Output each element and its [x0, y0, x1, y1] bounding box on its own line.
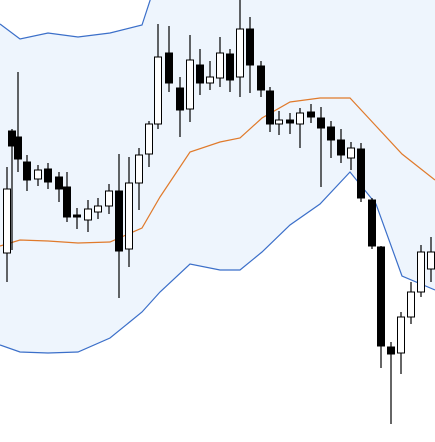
candle: [196, 49, 204, 95]
candle-body-down: [23, 161, 31, 181]
candle: [327, 121, 335, 158]
candle: [307, 104, 315, 123]
candle: [397, 312, 405, 374]
candle-body-down: [266, 90, 274, 125]
candle: [63, 172, 71, 222]
candle: [176, 77, 184, 137]
candle-body-up: [84, 208, 92, 221]
candle: [115, 154, 123, 298]
candle: [125, 157, 133, 267]
candle: [44, 163, 52, 189]
candle: [135, 148, 143, 210]
candle-body-down: [337, 139, 345, 156]
candle-body-up: [236, 28, 244, 78]
candle: [226, 49, 234, 92]
candle: [377, 246, 385, 368]
candle-body-up: [216, 52, 224, 79]
candle-body-down: [63, 186, 71, 218]
candle-body-up: [397, 316, 405, 354]
candle-body-up: [94, 205, 102, 213]
candle-body-up: [125, 182, 133, 250]
candle-body-up: [275, 119, 283, 125]
candle-body-down: [176, 87, 184, 111]
candle-body-down: [226, 53, 234, 81]
candle: [165, 26, 173, 92]
candle-body-down: [73, 214, 81, 218]
candle: [286, 113, 294, 134]
bollinger-band-fill: [0, 0, 435, 353]
candle: [73, 208, 81, 229]
candle-body-up: [427, 251, 435, 270]
candle-body-down: [387, 346, 395, 355]
candle-body-up: [154, 56, 162, 125]
bollinger-middle-line: [0, 97, 435, 247]
candle: [186, 35, 194, 122]
candle-body-up: [135, 154, 143, 184]
candle: [145, 121, 153, 167]
candle: [236, 0, 244, 97]
candle-body-up: [296, 112, 304, 125]
candle: [407, 282, 415, 324]
candle-body-down: [115, 190, 123, 252]
candle-body-up: [105, 190, 113, 207]
candle-body-down: [317, 117, 325, 129]
candle: [14, 72, 22, 172]
candle: [55, 172, 63, 202]
candle-body-up: [34, 169, 42, 180]
candle-body-down: [377, 246, 385, 347]
candle: [417, 245, 425, 297]
candle-body-down: [196, 64, 204, 84]
candle-body-down: [257, 65, 265, 91]
candle: [84, 200, 92, 232]
candle-body-down: [286, 119, 294, 124]
candle: [154, 24, 162, 129]
candle: [206, 61, 214, 90]
candle-body-down: [368, 199, 376, 247]
candle-body-up: [206, 76, 214, 84]
candle: [337, 129, 345, 163]
candle-body-down: [165, 52, 173, 84]
candle-body-down: [55, 176, 63, 190]
candle: [296, 108, 304, 148]
candle-body-down: [14, 136, 22, 160]
candles-layer: [3, 0, 435, 424]
candle-body-down: [307, 111, 315, 118]
candle: [387, 342, 395, 424]
bollinger-upper-line: [0, 0, 151, 40]
candle: [246, 17, 254, 93]
candle: [266, 87, 274, 132]
candle-body-up: [347, 147, 355, 159]
candle-body-up: [407, 291, 415, 318]
candle: [23, 155, 31, 191]
candle: [257, 61, 265, 97]
candle: [347, 142, 355, 170]
candle: [3, 167, 11, 282]
candle: [317, 107, 325, 187]
candle-body-up: [417, 251, 425, 293]
candle-body-down: [357, 148, 365, 199]
candle: [34, 165, 42, 186]
candle: [357, 143, 365, 202]
candle-body-down: [246, 28, 254, 66]
candle-body-up: [3, 188, 11, 254]
candle: [368, 198, 376, 249]
candle: [94, 198, 102, 219]
candle-body-down: [327, 126, 335, 141]
candle-body-up: [145, 123, 153, 155]
candle: [275, 111, 283, 135]
candle: [105, 184, 113, 214]
candle-body-up: [186, 59, 194, 110]
candle: [216, 37, 224, 87]
candle-body-down: [44, 168, 52, 183]
